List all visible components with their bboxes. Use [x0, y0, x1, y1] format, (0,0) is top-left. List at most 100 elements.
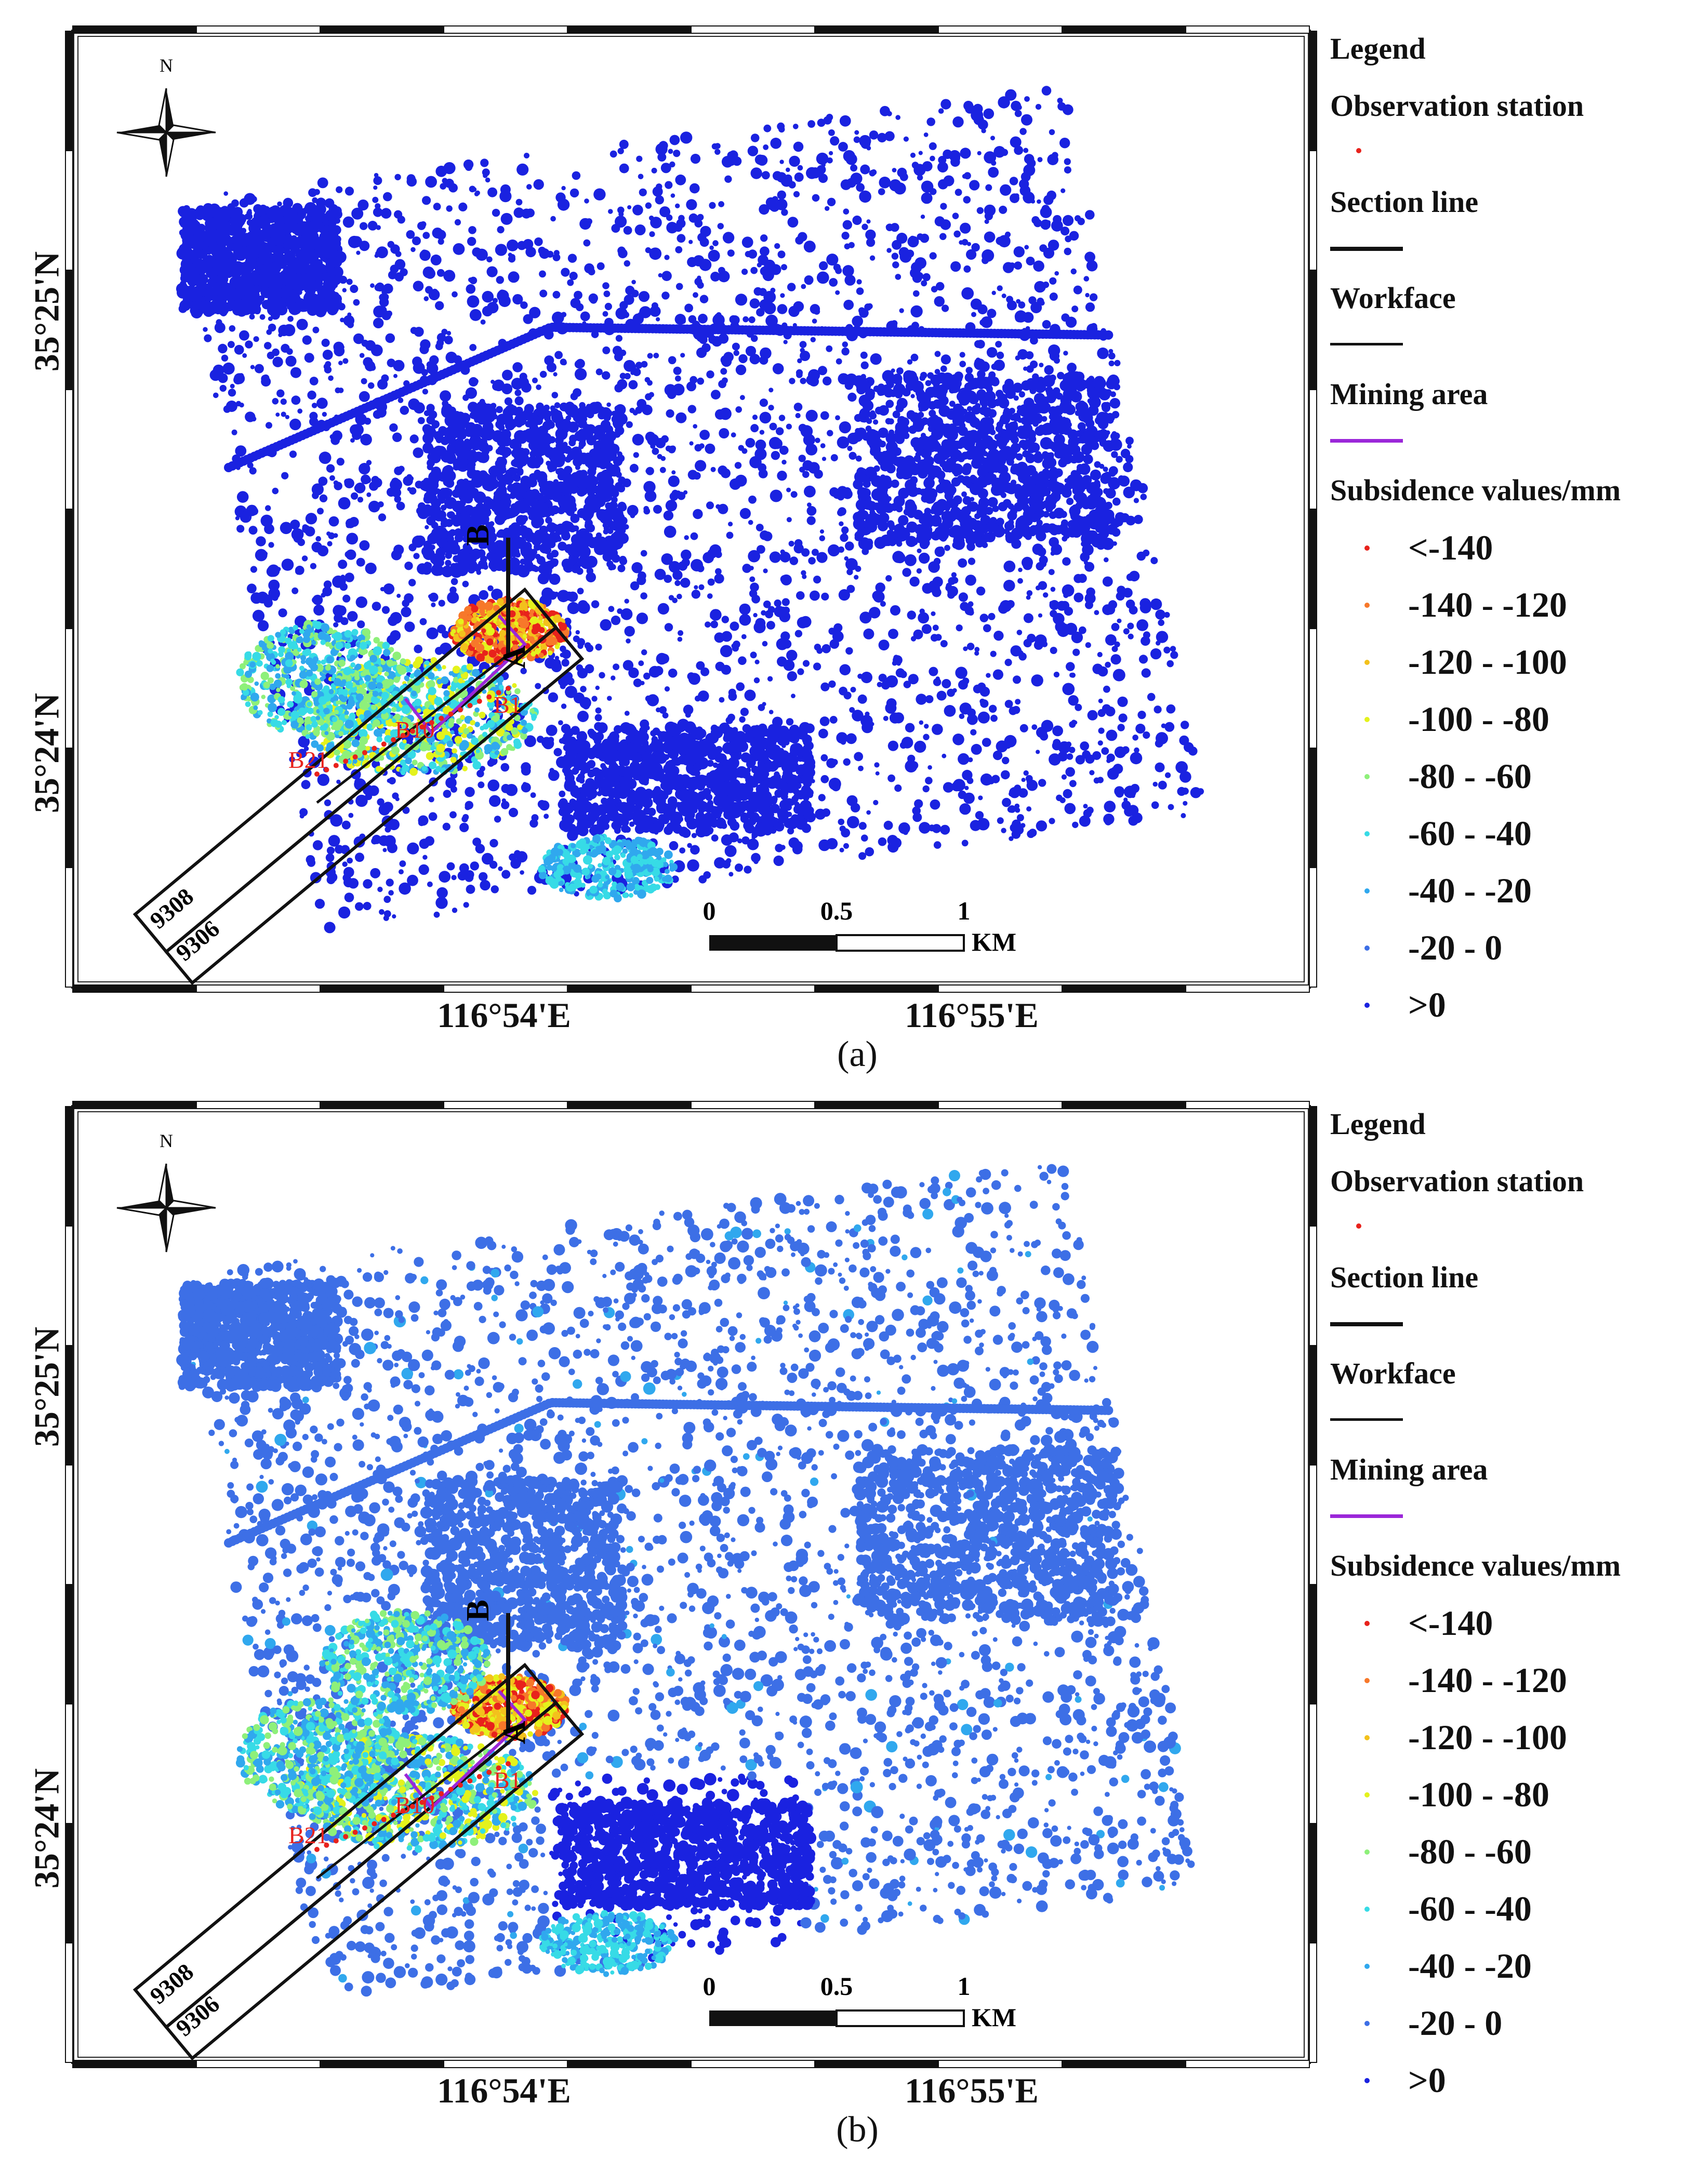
frame-tick [938, 25, 1063, 34]
observation-station-point [496, 690, 501, 696]
frame-tick [567, 25, 692, 34]
observation-station-point [506, 1761, 511, 1766]
scale-tick-0: 0 [703, 1972, 716, 2001]
legend-class-label: >0 [1408, 985, 1446, 1024]
workface-label-9308: 9308 [145, 1958, 198, 2009]
lon-label-right: 116°55'E [905, 995, 1039, 1035]
observation-stations [314, 1761, 511, 1852]
workface-label-9306: 9306 [171, 1990, 224, 2041]
legend-class-swatch [1364, 717, 1370, 722]
mining-area-line [404, 1689, 527, 1810]
legend-class-swatch [1364, 1964, 1370, 1969]
legend-class-label: -140 - -120 [1408, 1660, 1567, 1700]
workface-label-9308: 9308 [145, 883, 198, 934]
caption-a: (a) [837, 1034, 878, 1074]
legend-class-swatch [1364, 1678, 1370, 1683]
legend-class-label: -100 - -80 [1408, 699, 1549, 739]
frame-tick [65, 31, 73, 151]
frame-tick [72, 25, 197, 34]
observation-station-point [410, 1804, 415, 1809]
frame-tick [814, 984, 939, 993]
legend-class-label: -40 - -20 [1408, 871, 1532, 910]
frame-tick [938, 984, 1063, 993]
frame-tick [691, 2060, 815, 2068]
frame-tick [691, 1101, 815, 1109]
lat-label-top: 35°25'N [26, 251, 67, 372]
observation-station-point [391, 737, 396, 742]
frame-tick [320, 25, 444, 34]
frame-tick [320, 984, 444, 993]
frame-tick [814, 1101, 939, 1109]
legend-class-swatch [1364, 1907, 1370, 1912]
frame-tick [1309, 1703, 1317, 1824]
observation-station-point [410, 728, 415, 734]
frame-tick [72, 2060, 197, 2068]
observation-station-point [333, 1838, 339, 1844]
map-panel-a: N B A B1 B10 B21 9308 9306 0 0.5 1 KM 35… [0, 0, 1697, 1075]
station-label-b21: B21 [288, 747, 328, 773]
frame-tick [1309, 1942, 1317, 2063]
frame-tick [1185, 25, 1310, 34]
legend-mining-area-symbol [1330, 1514, 1403, 1518]
frame-tick [65, 1942, 73, 2063]
workface-label-9306: 9306 [171, 915, 224, 966]
frame-tick [567, 1101, 692, 1109]
legend-mining-area: Mining area [1330, 1453, 1488, 1486]
observation-station-point [362, 750, 367, 755]
legend-title: Legend [1330, 1107, 1426, 1141]
station-label-b21: B21 [288, 1822, 328, 1848]
frame-tick [1309, 1464, 1317, 1585]
frame-tick [1309, 867, 1317, 988]
frame-tick [65, 1106, 73, 1227]
legend-class-swatch [1364, 2078, 1370, 2083]
north-arrow-icon [116, 88, 216, 177]
legend-class-swatch [1364, 831, 1370, 836]
scale-bar: 0 0.5 1 KM [703, 1972, 1017, 2032]
map-canvas-b: N B A B1 B10 B21 9308 9306 0 0.5 1 KM [65, 1101, 1317, 2068]
observation-station-point [467, 703, 473, 708]
lon-label-right: 116°55'E [905, 2071, 1039, 2110]
observation-station-point [448, 1787, 454, 1792]
observation-station-point [496, 1765, 501, 1771]
legend-class-label: >0 [1408, 2060, 1446, 2100]
frame-tick [443, 1101, 568, 1109]
frame-tick [1309, 1584, 1317, 1704]
legend-class-swatch [1364, 660, 1370, 665]
lon-label-left: 116°54'E [437, 995, 571, 1035]
frame-tick [1062, 2060, 1186, 2068]
frame-tick [814, 2060, 939, 2068]
lon-label-left: 116°54'E [437, 2071, 571, 2110]
frame-tick [1309, 1345, 1317, 1466]
legend-section-line: Section line [1330, 1260, 1479, 1294]
legend-class-label: -20 - 0 [1408, 928, 1503, 967]
frame-tick [1309, 748, 1317, 868]
station-label-b10: B10 [395, 1792, 435, 1818]
frame-tick [65, 867, 73, 988]
observation-station-point [486, 694, 492, 700]
observation-station-point [324, 1842, 329, 1848]
observation-station-point [400, 1808, 406, 1814]
frame-tick [938, 1101, 1063, 1109]
observation-station-point [314, 771, 320, 777]
legend-class-swatch [1364, 603, 1370, 608]
frame-tick [320, 2060, 444, 2068]
observation-station-point [343, 758, 349, 764]
observation-station-point [372, 1821, 377, 1827]
lat-label-bottom: 35°24'N [26, 693, 67, 814]
frame-tick [1185, 1101, 1310, 1109]
section-label-b: B [460, 524, 496, 545]
legend-class-swatch [1364, 2021, 1370, 2026]
observation-station-point [429, 720, 434, 725]
scale-unit: KM [972, 927, 1016, 956]
frame-tick [443, 2060, 568, 2068]
legend-workface-symbol [1330, 343, 1403, 345]
legend-workface: Workface [1330, 281, 1456, 315]
legend-class-swatch [1364, 1621, 1370, 1626]
legend-class-swatch [1364, 545, 1370, 551]
north-label: N [160, 1130, 173, 1151]
legend-station-symbol [1356, 1223, 1361, 1229]
legend-class-swatch [1364, 1849, 1370, 1855]
observation-station-point [486, 1769, 492, 1775]
observation-station-point [467, 1778, 473, 1783]
observation-station-point [448, 711, 454, 717]
